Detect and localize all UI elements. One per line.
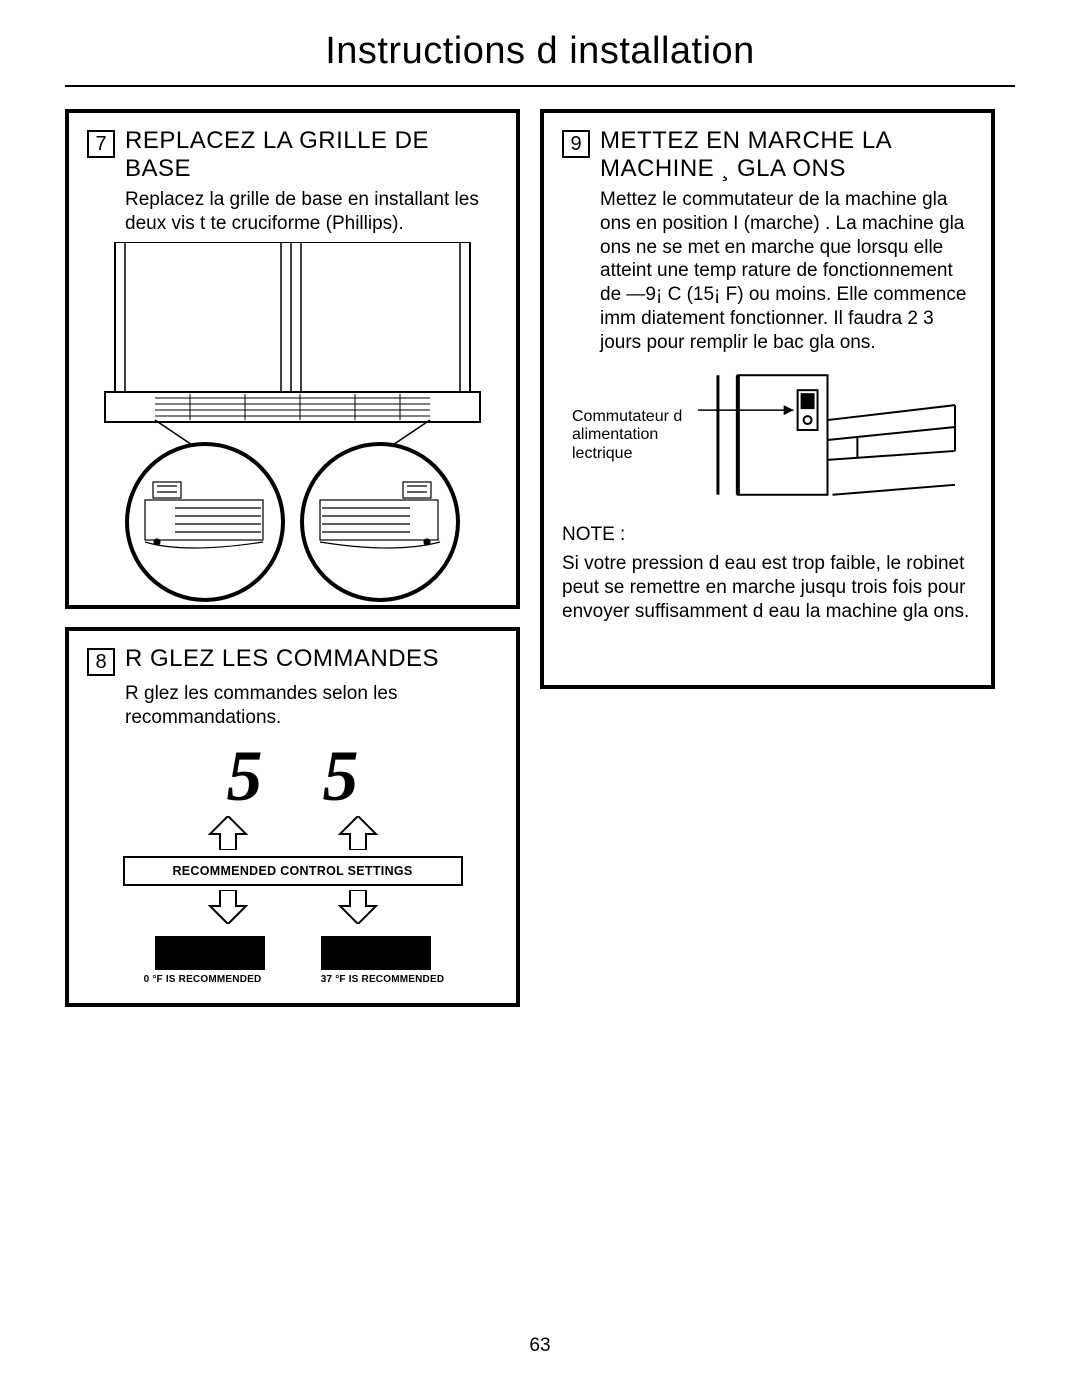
step-7-body: Replacez la grille de base en installant… — [87, 188, 498, 236]
step-9-note-body: Si votre pression d eau est trop faible,… — [562, 552, 973, 623]
recommendation-labels: 0 °F IS RECOMMENDED 37 °F IS RECOMMENDED — [120, 974, 465, 985]
step-9-head: 9 METTEZ EN MARCHE LA MACHINE ¸ GLA ONS — [562, 127, 973, 182]
switch-callout-label: Commutateur d alimentation lectrique — [562, 408, 692, 463]
fridge-display — [321, 936, 431, 970]
left-column: 7 REPLACEZ LA GRILLE DE BASE Replacez la… — [65, 109, 520, 1007]
icemaker-switch-illustration — [698, 365, 957, 505]
step-9-title: METTEZ EN MARCHE LA MACHINE ¸ GLA ONS — [600, 127, 973, 182]
step-9-note-label: NOTE : — [562, 524, 973, 546]
setting-five-left: 5 — [227, 740, 263, 812]
step-8-box: 8 R GLEZ LES COMMANDES R glez les comman… — [65, 627, 520, 1007]
setting-five-right: 5 — [323, 740, 359, 812]
step-7-text: Replacez la grille de base en installant… — [125, 188, 498, 236]
step-8-figure: 5 5 RECOMMENDED CONTROL SETTINGS — [120, 740, 465, 985]
freezer-display — [155, 936, 265, 970]
freezer-rec-label: 0 °F IS RECOMMENDED — [128, 974, 278, 985]
step-7-box: 7 REPLACEZ LA GRILLE DE BASE Replacez la… — [65, 109, 520, 609]
arrow-down-icon — [338, 890, 378, 924]
step-9-text: Mettez le commutateur de la machine gla … — [600, 188, 973, 354]
step-8-number: 8 — [87, 648, 115, 676]
fives-row: 5 5 — [227, 740, 359, 812]
arrow-up-icon — [208, 816, 248, 850]
step-7-title: REPLACEZ LA GRILLE DE BASE — [125, 127, 498, 182]
step-7-head: 7 REPLACEZ LA GRILLE DE BASE — [87, 127, 498, 182]
right-column: 9 METTEZ EN MARCHE LA MACHINE ¸ GLA ONS … — [540, 109, 995, 1007]
page: Instructions d installation 7 REPLACEZ L… — [0, 0, 1080, 1397]
down-arrows — [208, 890, 378, 924]
step-9-box: 9 METTEZ EN MARCHE LA MACHINE ¸ GLA ONS … — [540, 109, 995, 689]
arrow-up-icon — [338, 816, 378, 850]
display-boxes — [155, 936, 431, 970]
columns: 7 REPLACEZ LA GRILLE DE BASE Replacez la… — [65, 109, 1015, 1007]
step-8-head: 8 R GLEZ LES COMMANDES — [87, 645, 498, 676]
step-9-number: 9 — [562, 130, 590, 158]
step-8-title: R GLEZ LES COMMANDES — [125, 645, 439, 673]
page-title: Instructions d installation — [65, 30, 1015, 73]
up-arrows — [208, 816, 378, 850]
step-9-body: Mettez le commutateur de la machine gla … — [562, 188, 973, 354]
page-number: 63 — [0, 1335, 1080, 1357]
title-rule — [65, 85, 1015, 87]
step-7-figure — [95, 242, 490, 602]
base-grille-illustration — [95, 242, 490, 602]
step-8-body: R glez les commandes selon les recommand… — [87, 682, 498, 730]
step-8-text: R glez les commandes selon les recommand… — [125, 682, 498, 730]
recommended-bar: RECOMMENDED CONTROL SETTINGS — [123, 856, 463, 886]
step-9-figure: Commutateur d alimentation lectrique — [562, 360, 957, 510]
arrow-down-icon — [208, 890, 248, 924]
step-7-number: 7 — [87, 130, 115, 158]
fridge-rec-label: 37 °F IS RECOMMENDED — [308, 974, 458, 985]
